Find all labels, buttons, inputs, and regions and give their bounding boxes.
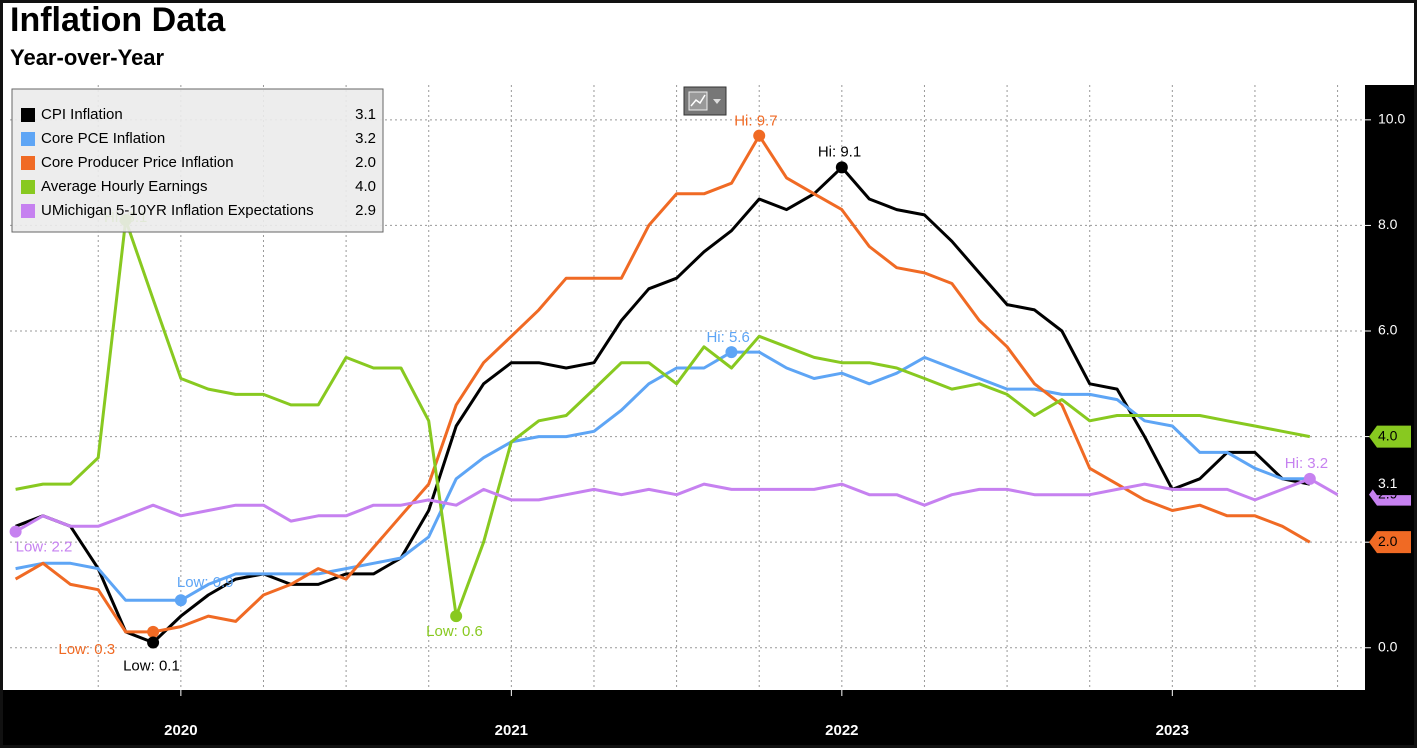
annotation-label: Low: 0.9: [177, 574, 234, 591]
x-tick-label: 2021: [495, 722, 528, 739]
annotation-marker: [753, 129, 766, 142]
annotation-label: Hi: 5.6: [706, 329, 749, 346]
x-tick-label: 2023: [1156, 722, 1189, 739]
button-caret[interactable]: [713, 99, 721, 104]
last-value-tag: [1369, 531, 1411, 554]
y-tick-label: 0.0: [1378, 638, 1398, 654]
legend-label: Average Hourly Earnings: [41, 178, 207, 195]
legend-value: 2.9: [355, 202, 376, 219]
annotation-label: Low: 0.3: [58, 641, 115, 658]
annotation-label: Low: 0.6: [426, 623, 483, 640]
annotation-marker: [147, 625, 160, 638]
series-line: [15, 218, 1311, 618]
legend-value: 3.2: [355, 130, 376, 147]
y-tick-label: 6.0: [1378, 322, 1398, 338]
annotation-marker: [174, 594, 187, 607]
annotation-label: Hi: 3.2: [1285, 455, 1328, 472]
legend-value: 3.1: [355, 106, 376, 123]
legend-box: [11, 88, 384, 233]
legend-label: CPI Inflation: [41, 106, 123, 123]
last-value-label: 3.1: [1378, 475, 1398, 491]
legend-swatch: [21, 180, 35, 194]
annotation-label: Hi: 9.1: [818, 143, 861, 160]
x-axis-band: [0, 690, 1417, 748]
legend-value: 2.0: [355, 154, 376, 171]
x-tick-label: 2022: [825, 722, 858, 739]
annotation-marker: [147, 636, 160, 649]
legend-swatch: [21, 156, 35, 170]
annotation-label: Low: 0.1: [123, 657, 180, 674]
annotation-marker: [835, 161, 848, 174]
annotation-label: Low: 2.2: [16, 539, 73, 556]
legend-swatch: [21, 132, 35, 146]
y-tick-label: 10.0: [1378, 111, 1405, 127]
series-line: [14, 134, 1311, 634]
annotation-marker: [1303, 472, 1316, 485]
annotation-label: Hi: 9.7: [734, 113, 777, 130]
series-line: [15, 350, 1310, 602]
annotation-marker: [450, 610, 463, 623]
annotation-marker: [725, 346, 738, 359]
last-value-tag: [1369, 425, 1411, 448]
chart-subtitle: Year-over-Year: [10, 45, 165, 70]
legend-swatch: [21, 204, 35, 218]
chart-type-button[interactable]: [683, 86, 727, 116]
annotation-marker: [9, 525, 22, 538]
legend-label: Core PCE Inflation: [41, 130, 165, 147]
legend-swatch: [21, 108, 35, 122]
series-line: [15, 165, 1311, 644]
x-tick-label: 2020: [164, 722, 197, 739]
last-value-tag: [1369, 473, 1411, 496]
y-axis-band: [1365, 85, 1415, 745]
chart-title: Inflation Data: [10, 1, 226, 39]
last-value-label: 4.0: [1378, 427, 1398, 443]
last-value-label: 2.0: [1378, 533, 1398, 549]
button-glyph[interactable]: [690, 94, 706, 107]
legend-value: 4.0: [355, 178, 376, 195]
legend-label: UMichigan 5-10YR Inflation Expectations: [41, 202, 314, 219]
y-tick-label: 8.0: [1378, 216, 1398, 232]
series-line: [14, 477, 1339, 533]
legend-label: Core Producer Price Inflation: [41, 154, 234, 171]
